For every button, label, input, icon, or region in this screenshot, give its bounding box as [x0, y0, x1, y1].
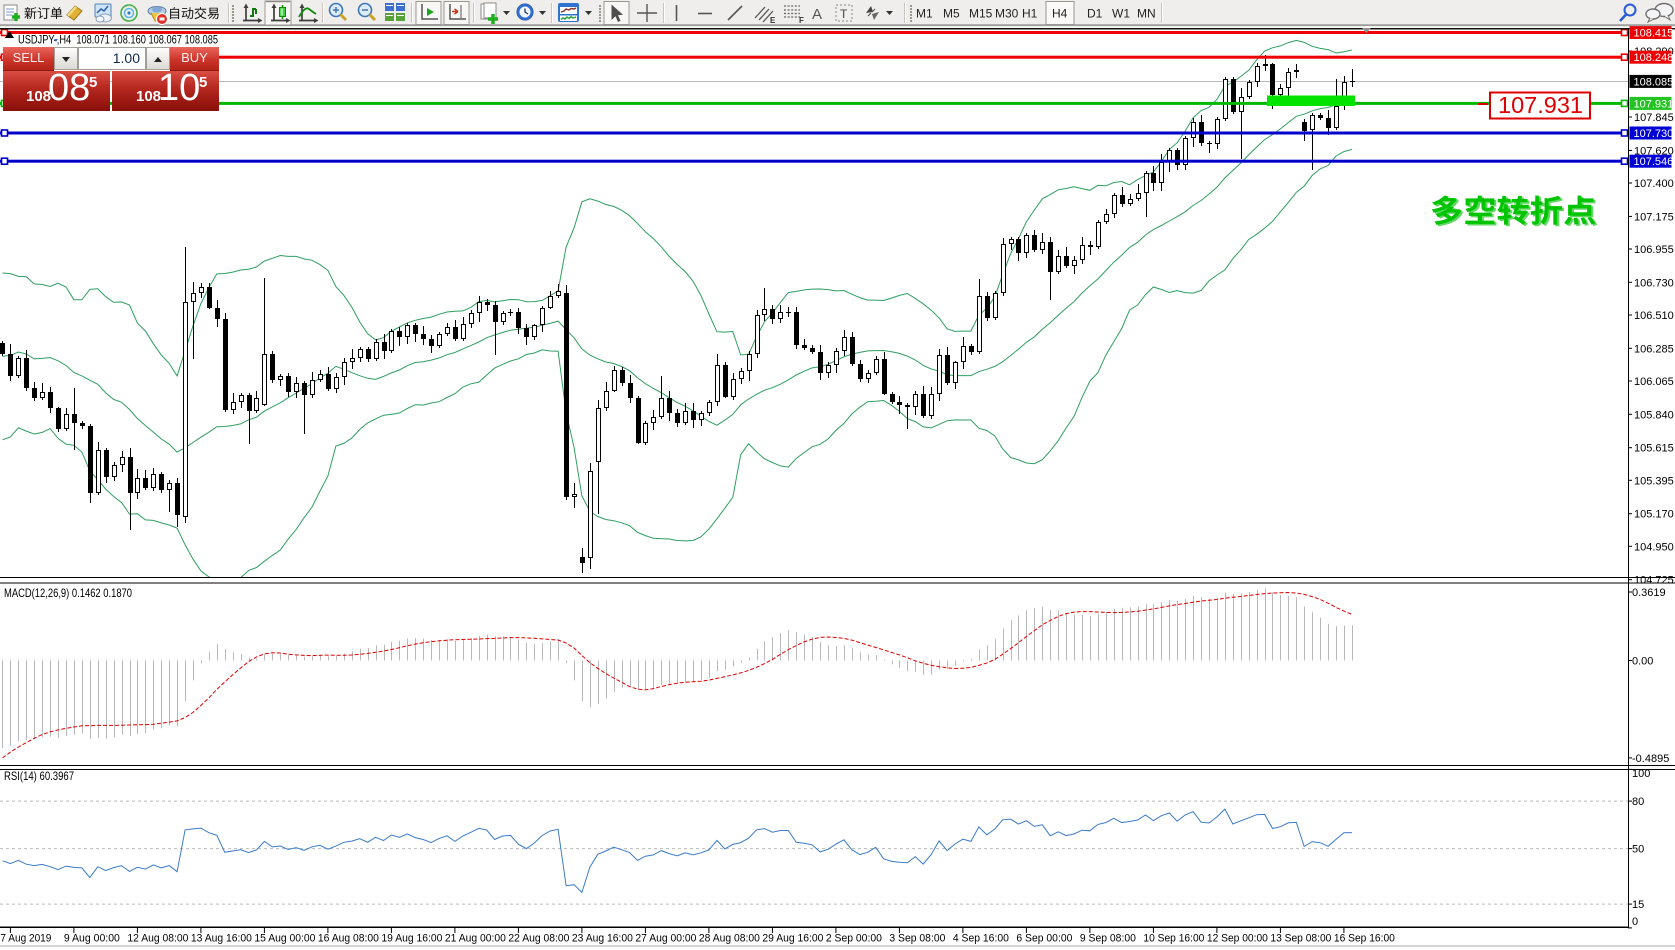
svg-text:M1: M1 — [916, 7, 933, 21]
svg-text:A: A — [812, 6, 822, 23]
svg-text:9 Aug 00:00: 9 Aug 00:00 — [64, 933, 120, 945]
svg-text:106.285: 106.285 — [1634, 343, 1674, 355]
svg-text:H4: H4 — [1052, 7, 1068, 21]
svg-text:4 Sep 16:00: 4 Sep 16:00 — [953, 933, 1009, 945]
svg-text:104.725: 104.725 — [1634, 575, 1674, 587]
svg-text:0: 0 — [1632, 916, 1638, 928]
svg-text:108.415: 108.415 — [1634, 28, 1674, 40]
svg-text:M30: M30 — [995, 7, 1019, 21]
svg-text:-0.4895: -0.4895 — [1632, 753, 1669, 765]
svg-text:15: 15 — [1632, 899, 1644, 911]
svg-text:9 Sep 08:00: 9 Sep 08:00 — [1080, 933, 1136, 945]
svg-text:7 Aug 2019: 7 Aug 2019 — [0, 933, 51, 945]
svg-text:106.510: 106.510 — [1634, 310, 1674, 322]
svg-text:16 Aug 08:00: 16 Aug 08:00 — [318, 933, 379, 945]
svg-text:105.395: 105.395 — [1634, 475, 1674, 487]
svg-text:13 Sep 08:00: 13 Sep 08:00 — [1270, 933, 1331, 945]
svg-text:RSI(14) 60.3967: RSI(14) 60.3967 — [4, 769, 74, 783]
svg-text:MACD(12,26,9) 0.1462 0.1870: MACD(12,26,9) 0.1462 0.1870 — [4, 586, 132, 600]
svg-text:21 Aug 00:00: 21 Aug 00:00 — [445, 933, 506, 945]
svg-text:29 Aug 16:00: 29 Aug 16:00 — [762, 933, 823, 945]
svg-text:12 Sep 00:00: 12 Sep 00:00 — [1207, 933, 1268, 945]
svg-text:107.400: 107.400 — [1634, 178, 1674, 190]
svg-text:T: T — [840, 7, 848, 21]
svg-text:W1: W1 — [1112, 7, 1130, 21]
svg-text:105.170: 105.170 — [1634, 509, 1674, 521]
svg-text:USDJPY-,H4 108.071 108.160 10: USDJPY-,H4 108.071 108.160 108.067 108.0… — [18, 33, 218, 47]
svg-text:F: F — [799, 16, 804, 25]
svg-text:10 Sep 16:00: 10 Sep 16:00 — [1143, 933, 1204, 945]
svg-text:2 Sep 00:00: 2 Sep 00:00 — [826, 933, 882, 945]
svg-text:107.730: 107.730 — [1634, 128, 1674, 140]
svg-text:M15: M15 — [969, 7, 993, 21]
svg-text:108.248: 108.248 — [1634, 52, 1674, 64]
svg-text:H1: H1 — [1022, 7, 1038, 21]
svg-text:3 Sep 08:00: 3 Sep 08:00 — [889, 933, 945, 945]
svg-text:107.175: 107.175 — [1634, 211, 1674, 223]
svg-text:0.00: 0.00 — [1632, 656, 1653, 668]
svg-text:107.931: 107.931 — [1634, 98, 1674, 110]
svg-text:106.730: 106.730 — [1634, 277, 1674, 289]
svg-text:104.950: 104.950 — [1634, 541, 1674, 553]
svg-text:50: 50 — [1632, 844, 1644, 856]
svg-text:80: 80 — [1632, 796, 1644, 808]
svg-text:27 Aug 00:00: 27 Aug 00:00 — [635, 933, 696, 945]
svg-text:13 Aug 16:00: 13 Aug 16:00 — [191, 933, 252, 945]
svg-text:106.065: 106.065 — [1634, 376, 1674, 388]
svg-text:E: E — [770, 16, 776, 25]
svg-text:15 Aug 00:00: 15 Aug 00:00 — [254, 933, 315, 945]
svg-text:23 Aug 16:00: 23 Aug 16:00 — [572, 933, 633, 945]
svg-text:6 Sep 00:00: 6 Sep 00:00 — [1016, 933, 1072, 945]
svg-text:107.845: 107.845 — [1634, 112, 1674, 124]
svg-text:105.840: 105.840 — [1634, 409, 1674, 421]
svg-text:M5: M5 — [943, 7, 960, 21]
svg-text:100: 100 — [1632, 768, 1650, 780]
svg-text:106.955: 106.955 — [1634, 244, 1674, 256]
svg-text:28 Aug 08:00: 28 Aug 08:00 — [699, 933, 760, 945]
svg-text:MN: MN — [1137, 7, 1156, 21]
svg-text:107.546: 107.546 — [1634, 156, 1674, 168]
svg-text:22 Aug 08:00: 22 Aug 08:00 — [508, 933, 569, 945]
svg-text:12 Aug 08:00: 12 Aug 08:00 — [127, 933, 188, 945]
svg-text:0.3619: 0.3619 — [1632, 587, 1666, 599]
svg-text:19 Aug 16:00: 19 Aug 16:00 — [381, 933, 442, 945]
svg-text:16 Sep 16:00: 16 Sep 16:00 — [1334, 933, 1395, 945]
svg-text:107.931: 107.931 — [1498, 92, 1583, 118]
svg-text:108.085: 108.085 — [1634, 76, 1674, 88]
svg-text:105.615: 105.615 — [1634, 443, 1674, 455]
svg-text:107.620: 107.620 — [1634, 145, 1674, 157]
svg-text:D1: D1 — [1087, 7, 1103, 21]
